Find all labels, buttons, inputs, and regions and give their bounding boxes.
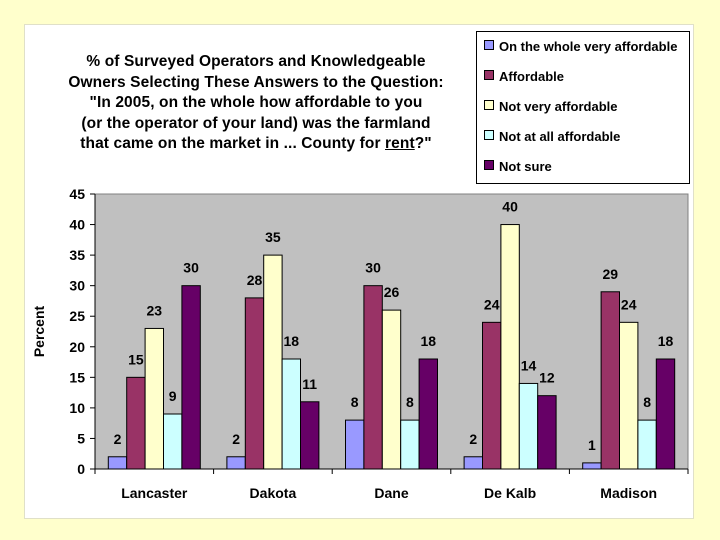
legend-swatch-not-very-affordable (484, 100, 494, 110)
data-label: 14 (521, 357, 537, 373)
data-label: 8 (406, 394, 414, 410)
bar (637, 419, 657, 470)
bar (582, 462, 602, 470)
bar (281, 358, 302, 470)
x-tick-label: Dane (374, 485, 408, 501)
legend-label: Affordable (499, 69, 564, 84)
bar (163, 413, 183, 470)
bar (600, 291, 620, 470)
bar (363, 285, 383, 470)
y-tick-label: 30 (69, 278, 85, 294)
data-label: 29 (603, 266, 619, 282)
legend-label: On the whole very affordable (499, 39, 678, 54)
title-line-5: that came on the market in ... County fo… (40, 134, 472, 155)
title-line-2: Owners Selecting These Answers to the Qu… (68, 73, 444, 91)
x-tick-label: Lancaster (121, 485, 188, 501)
bar (463, 456, 484, 470)
y-tick-label: 45 (69, 186, 85, 202)
data-label: 18 (284, 333, 300, 349)
legend-item-very-affordable: On the whole very affordable (484, 39, 677, 55)
data-label: 24 (621, 296, 637, 312)
x-tick-label: Madison (600, 485, 657, 501)
bar (400, 419, 420, 470)
y-axis-label: Percent (31, 305, 47, 357)
data-label: 8 (351, 394, 359, 410)
legend-swatch-very-affordable (484, 40, 494, 50)
bar (418, 358, 439, 470)
data-label: 28 (247, 272, 263, 288)
title-line-3: "In 2005, on the whole how affordable to… (89, 94, 423, 111)
x-tick-label: De Kalb (484, 485, 536, 501)
bar (619, 321, 639, 470)
data-label: 18 (421, 333, 437, 349)
data-label: 12 (539, 370, 555, 386)
data-label: 24 (484, 296, 500, 312)
bar (300, 401, 320, 470)
legend-swatch-affordable (484, 70, 494, 80)
data-label: 23 (147, 302, 163, 318)
legend-label: Not very affordable (499, 99, 618, 114)
y-tick-label: 0 (77, 461, 85, 477)
data-label: 8 (643, 394, 651, 410)
legend-item-not-sure: Not sure (484, 159, 552, 175)
bar (500, 224, 520, 470)
data-label: 30 (183, 260, 199, 276)
title-line-5-suffix: ?" (414, 135, 432, 152)
title-line-5-prefix: that came on the market in ... County fo… (80, 135, 386, 152)
bar (263, 254, 283, 470)
data-label: 2 (232, 431, 240, 447)
y-tick-label: 5 (77, 430, 85, 446)
bar (537, 395, 557, 470)
title-underlined-word: rent (385, 135, 415, 152)
bar (655, 358, 676, 470)
title-line-1: % of Surveyed Operators and Knowledgeabl… (86, 53, 426, 70)
y-tick-label: 15 (69, 369, 85, 385)
legend-item-not-at-all-affordable: Not at all affordable (484, 129, 620, 145)
data-label: 9 (169, 388, 177, 404)
bar (244, 297, 265, 470)
bar (226, 456, 246, 470)
title-line-4: (or the operator of your land) was the f… (81, 114, 431, 132)
bar (345, 419, 365, 470)
bar (107, 456, 128, 470)
data-label: 2 (469, 431, 477, 447)
legend-item-not-very-affordable: Not very affordable (484, 99, 617, 115)
data-label: 30 (365, 260, 381, 276)
bar (144, 327, 165, 470)
data-label: 2 (114, 431, 122, 447)
data-label: 40 (502, 199, 518, 215)
y-tick-label: 20 (69, 339, 85, 355)
bar (381, 309, 402, 470)
data-label: 26 (384, 284, 400, 300)
data-label: 1 (588, 437, 596, 453)
data-label: 18 (658, 333, 674, 349)
y-tick-label: 25 (69, 308, 85, 324)
legend-label: Not sure (499, 159, 552, 174)
legend-item-affordable: Affordable (484, 69, 564, 85)
bar (181, 285, 201, 470)
data-label: 11 (302, 376, 317, 392)
bar (126, 376, 146, 470)
bar (518, 382, 539, 470)
chart-legend: On the whole very affordable Affordable … (476, 31, 690, 184)
y-tick-label: 10 (69, 400, 85, 416)
y-tick-label: 40 (69, 217, 85, 233)
data-label: 15 (128, 351, 144, 367)
bar (482, 321, 502, 470)
chart-title: % of Surveyed Operators and Knowledgeabl… (40, 52, 472, 155)
y-tick-label: 35 (69, 247, 85, 263)
x-tick-label: Dakota (250, 485, 297, 501)
data-label: 35 (265, 229, 281, 245)
legend-label: Not at all affordable (499, 129, 621, 144)
legend-swatch-not-sure (484, 160, 494, 170)
legend-swatch-not-at-all-affordable (484, 130, 494, 140)
